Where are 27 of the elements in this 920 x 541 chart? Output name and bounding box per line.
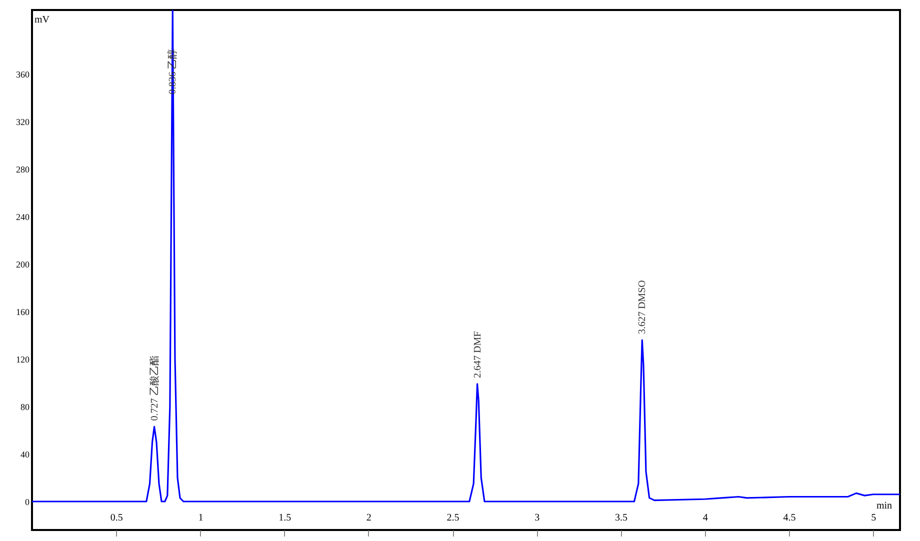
x-tick-label: 3 <box>534 512 540 524</box>
annotation: 2.647 DMF <box>472 330 484 378</box>
annotation: 0.727 乙酸乙酯 <box>148 356 160 421</box>
annotation: 3.627 DMSO <box>637 280 648 334</box>
y-tick-label: 240 <box>16 212 30 222</box>
y-axis-title: mV <box>34 14 50 26</box>
line-series <box>32 10 900 502</box>
y-tick-label: 0 <box>25 497 30 508</box>
x-axis-title: min <box>876 500 892 512</box>
y-tick-label: 80 <box>20 402 30 412</box>
x-tick-label: 3.5 <box>615 512 628 524</box>
x-tick-label: 0.5 <box>110 512 123 524</box>
y-tick-label: 320 <box>16 117 30 128</box>
x-tick-label: 5 <box>871 512 876 524</box>
y-tick-label: 160 <box>16 307 30 318</box>
x-tick-label: 2.5 <box>446 512 460 524</box>
x-tick-label: 2 <box>366 512 372 524</box>
x-tick-label: 1 <box>198 512 204 524</box>
y-tick-label: 40 <box>20 450 30 460</box>
y-tick-label: 280 <box>16 164 30 175</box>
y-tick-label: 200 <box>16 260 30 270</box>
x-tick-label: 4.5 <box>783 512 796 524</box>
annotation: 0.836 乙醇 <box>166 49 179 94</box>
x-tick-label: 1.5 <box>278 512 292 524</box>
x-tick-label: 4 <box>702 512 708 524</box>
y-tick-label: 360 <box>16 70 30 80</box>
y-tick-label: 120 <box>16 354 30 365</box>
